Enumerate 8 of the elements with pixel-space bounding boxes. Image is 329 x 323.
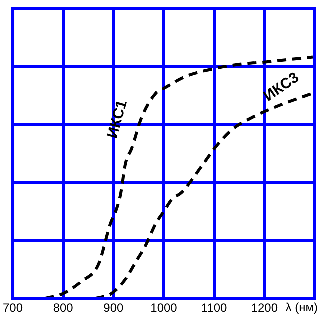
text: ИКС1	[104, 98, 131, 141]
x-axis-title: λ (нм)	[286, 300, 318, 314]
x-tick-label: 700	[2, 301, 24, 316]
x-tick-label: 1100	[201, 301, 228, 316]
x-tick-label: 1200	[251, 301, 278, 316]
x-tick-label: 1000	[150, 301, 178, 316]
x-tick-label: 900	[104, 301, 124, 316]
x-tick-label: 800	[53, 301, 74, 316]
